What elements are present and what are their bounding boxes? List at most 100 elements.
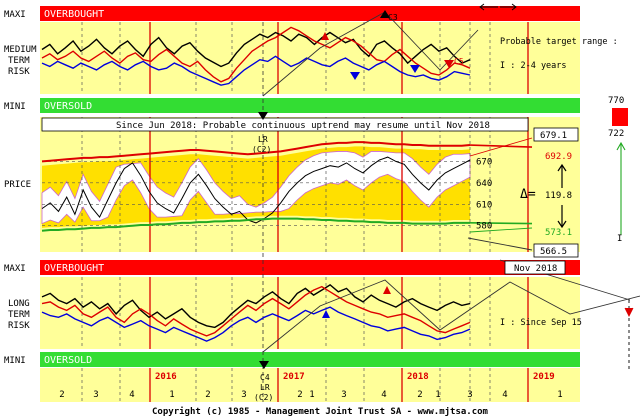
quarter-label: 1 — [169, 390, 174, 400]
marker-c3-triangle — [380, 10, 390, 18]
quarter-label: 2 — [297, 390, 302, 400]
price-y-ticks: 670 640 610 580 — [476, 157, 492, 231]
target-value: I : 2-4 years — [500, 61, 567, 71]
oversold-label-mid: OVERSOLD — [44, 101, 92, 112]
quarter-label: 2 — [417, 390, 422, 400]
medium-panel-bg — [40, 22, 580, 94]
side-label-long-risk: LONG TERM RISK — [8, 299, 30, 331]
marker-c5: C5 — [454, 57, 464, 66]
quarter-label: 4 — [129, 390, 134, 400]
target-title: Probable target range : — [500, 37, 618, 47]
long-marker-blue — [322, 310, 330, 318]
series-line — [41, 284, 471, 329]
right-scale-top: 770 — [608, 96, 624, 106]
series-line — [41, 31, 471, 68]
marker-c3: C3 — [388, 13, 398, 22]
lower-level: 573.1 — [545, 228, 572, 238]
quarter-label: 2 — [59, 390, 64, 400]
quarter-label: 2 — [205, 390, 210, 400]
boxed-value-bottom-bg — [533, 243, 579, 258]
marker-lr: LR — [260, 383, 270, 392]
long-risk-series — [41, 279, 640, 353]
delta-arrows — [557, 163, 567, 229]
side-labels: MAXI MEDIUM TERM RISK MINI PRICE MAXI LONG… — [4, 10, 37, 366]
side-label-medium-risk: MEDIUM TERM RISK — [4, 45, 37, 77]
quarter-label: 4 — [381, 390, 386, 400]
price-series — [41, 141, 533, 232]
boxed-value-top-bg — [533, 127, 579, 142]
delta-arrow-down-head — [557, 220, 567, 229]
date-box-bg — [504, 260, 566, 275]
series-line — [41, 26, 471, 83]
price-series-line — [41, 217, 470, 232]
price-tick-label: 610 — [476, 200, 492, 210]
price-tick-label: 640 — [476, 179, 492, 189]
side-label-mini-mid: MINI — [4, 102, 26, 112]
upper-level-line — [469, 144, 533, 148]
delta-arrow-up-head — [557, 163, 567, 172]
price-annotation: Since Jun 2018: Probable continuous uptr… — [116, 121, 490, 131]
marker-blue-down-1 — [350, 72, 360, 80]
year-label: 2019 — [533, 372, 555, 382]
boxed-value-bottom: 566.5 — [540, 247, 567, 257]
marker-red-down — [444, 60, 454, 68]
long-projection — [262, 279, 640, 353]
year-label: 2018 — [407, 372, 429, 382]
overbought-band-mid — [40, 260, 580, 275]
quarter-label: 4 — [502, 390, 507, 400]
top-arrow-left-head — [479, 3, 485, 11]
right-side-arrow-head — [624, 307, 634, 318]
lr-label: LR (C2) — [252, 135, 271, 154]
long-panel-label: I : Since Sep 15 — [500, 318, 582, 328]
overbought-band-top — [40, 6, 580, 21]
price-tick-label: 670 — [476, 157, 492, 167]
top-arrows — [479, 3, 517, 11]
quarter-label: 3 — [93, 390, 98, 400]
overbought-label-mid: OVERBOUGHT — [44, 263, 104, 274]
long-markers: C4 LR (C2) — [254, 373, 274, 402]
quarter-label: 1 — [435, 390, 440, 400]
quarter-label: 3 — [467, 390, 472, 400]
year-label: 2017 — [283, 372, 305, 382]
quarter-label: 3 — [241, 390, 246, 400]
pointer-lower — [469, 227, 533, 233]
year-label: 2016 — [155, 372, 177, 382]
footer: Copyright (c) 1985 - Management Joint Tr… — [152, 406, 489, 417]
price-series-line — [41, 141, 471, 163]
right-scale-bottom: 722 — [608, 129, 624, 139]
right-scale-arrow-head — [616, 141, 626, 151]
axis-panel-bg — [40, 368, 580, 402]
x-axis: 2 3 4 2 3 2 3 4 2 3 4 1 1 1 1 2016 2017 2018 2019 — [59, 372, 562, 400]
overbought-label-top: OVERBOUGHT — [44, 9, 104, 20]
price-tick-label: 580 — [476, 222, 492, 232]
series-line — [41, 285, 471, 337]
oversold-band-mid — [40, 98, 580, 113]
oversold-band-bottom — [40, 352, 580, 367]
band-strips: OVERBOUGHT OVERSOLD OVERBOUGHT OVERSOLD — [40, 6, 580, 367]
oversold-label-bottom: OVERSOLD — [44, 355, 92, 366]
price-series-line — [41, 156, 471, 224]
side-label-mini-bottom: MINI — [4, 356, 26, 366]
top-arrow-right-head — [511, 3, 517, 11]
right-scale-block — [612, 108, 628, 126]
quarter-label: 3 — [341, 390, 346, 400]
lower-level-line — [469, 222, 533, 225]
marker-c2: (C2) — [254, 393, 273, 402]
quarter-label: 1 — [309, 390, 314, 400]
delta-value: 119.8 — [545, 191, 572, 201]
upper-level: 692.9 — [545, 152, 572, 162]
marker-blue-down-2 — [410, 65, 420, 73]
series-line — [41, 306, 471, 342]
date-box: Nov 2018 — [514, 264, 557, 274]
long-marker-red — [383, 286, 391, 294]
pointer-boxed-bottom — [467, 237, 533, 251]
side-label-maxi-top: MAXI — [4, 10, 26, 20]
series-line — [41, 55, 471, 86]
boxed-value-top: 679.1 — [540, 131, 567, 141]
side-label-price: PRICE — [4, 180, 31, 190]
long-marker-c4 — [259, 361, 269, 369]
marker-c4: C4 — [260, 373, 270, 382]
right-scale-marker: I — [617, 234, 622, 244]
right-side-arrow — [624, 300, 634, 370]
